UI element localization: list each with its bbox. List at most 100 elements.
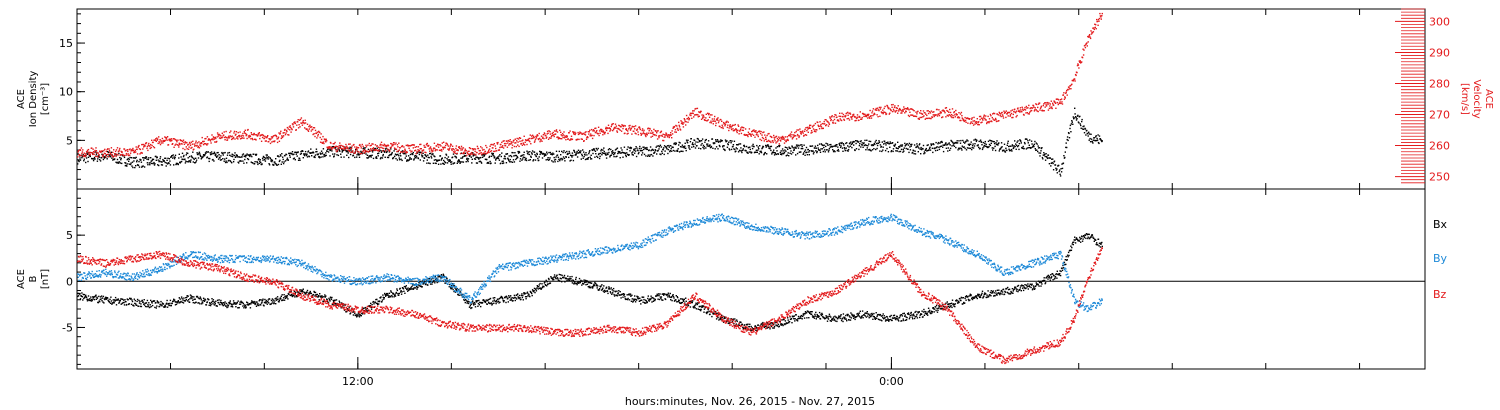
top-ytick-label: 5 [66,134,73,147]
data-point [284,133,287,136]
data-point [149,147,151,150]
data-point [1070,123,1073,125]
data-point [265,136,267,138]
data-point [93,156,96,159]
data-point [566,150,568,153]
data-point [600,148,603,151]
data-point [986,122,988,125]
data-point [471,148,473,150]
data-point [767,144,769,146]
data-point [1045,155,1048,158]
data-point [676,149,678,152]
data-point [93,296,95,298]
data-point [678,151,681,153]
data-point [197,146,199,149]
data-point [191,143,194,145]
data-point [849,113,852,115]
data-point [110,300,113,302]
data-point [696,107,699,110]
data-point [548,130,550,132]
data-point [675,142,677,144]
data-point [663,147,665,149]
data-point [702,144,705,147]
data-point [851,142,853,145]
data-point [202,143,205,146]
data-point [129,152,132,154]
data-point [890,104,893,106]
data-point [100,298,102,300]
data-point [1095,135,1097,137]
data-point [193,157,195,160]
data-point [1083,125,1085,127]
data-point [134,151,136,154]
data-point [120,157,122,160]
data-point [81,152,83,155]
data-point [683,145,685,148]
data-point [162,140,165,142]
data-point [179,144,181,146]
data-point [278,156,280,158]
data-point [969,147,971,150]
data-point [510,141,512,143]
data-point [522,142,524,144]
data-point [544,153,546,155]
data-point [648,130,650,132]
data-point [956,142,958,144]
data-point [174,304,177,306]
data-point [538,159,540,162]
data-point [1097,134,1099,136]
data-point [227,137,229,139]
data-point [790,153,793,155]
data-point [1036,103,1038,106]
data-point [791,145,793,147]
data-point [478,160,480,163]
data-point [1073,118,1075,120]
data-point [919,116,921,119]
data-point [112,159,114,161]
data-point [234,302,236,304]
data-point [536,153,538,156]
data-point [635,133,637,135]
data-point [238,160,241,162]
data-point [529,159,531,161]
data-point [690,138,692,140]
data-point [750,134,752,136]
data-point [368,156,370,158]
data-point [414,150,416,152]
data-point [367,144,369,146]
data-point [991,147,993,149]
data-point [1061,103,1064,105]
data-point [911,143,913,146]
data-point [872,114,874,117]
data-point [261,133,263,136]
data-point [115,155,117,158]
data-point [370,154,372,157]
data-point [498,155,500,157]
data-point [367,157,369,159]
data-point [557,156,560,158]
data-point [127,163,129,165]
data-point [666,145,669,147]
data-point [452,163,454,165]
data-point [821,122,824,125]
data-point [212,299,215,301]
data-point [783,152,785,154]
data-point [359,143,361,146]
data-point [853,144,855,146]
data-point [791,138,794,140]
data-point [728,129,730,132]
data-point [911,108,913,110]
data-point [280,130,282,132]
data-point [253,163,256,165]
data-point [1096,18,1098,21]
data-point [365,146,368,148]
data-point [549,157,551,159]
data-point [766,153,768,155]
data-point [772,151,774,153]
data-point [839,146,842,149]
data-point [128,303,130,305]
data-point [329,146,331,148]
data-point [276,164,278,166]
data-point [418,149,421,152]
data-point [784,146,787,148]
